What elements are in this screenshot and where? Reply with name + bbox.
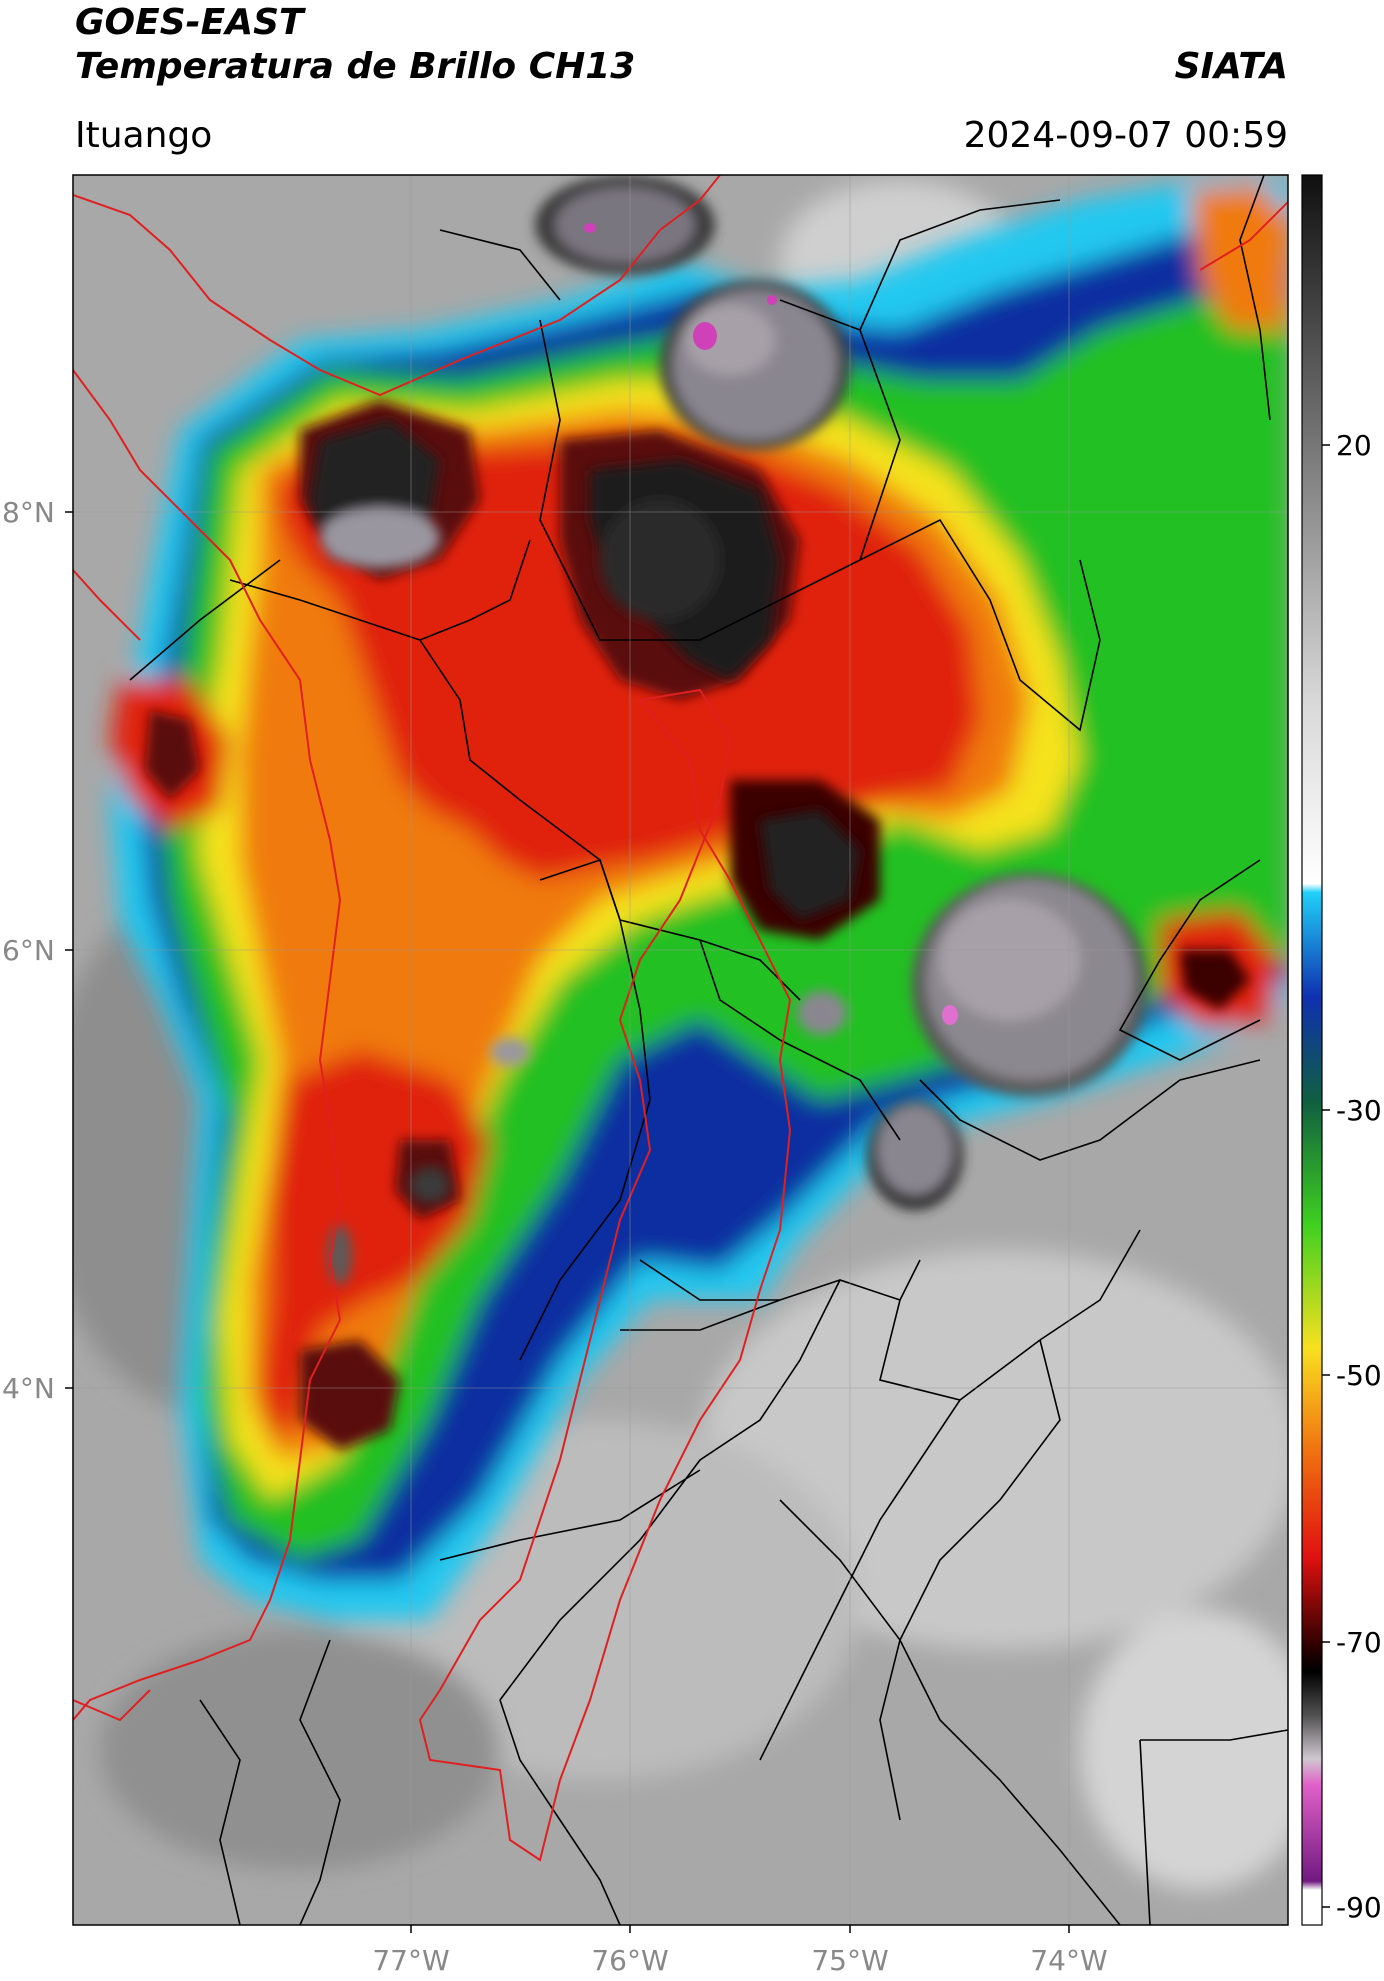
lat-label-4n: 4°N [2,1372,55,1405]
lon-label-76w: 76°W [591,1944,668,1977]
lon-label-77w: 77°W [372,1944,449,1977]
lat-label-8n: 8°N [2,496,55,529]
lat-label-6n: 6°N [2,934,55,967]
lon-label-74w: 74°W [1030,1944,1107,1977]
cloud-imagery [73,175,1288,1925]
region-label: Ituango [75,115,213,156]
map-frame [72,174,1289,1926]
colorbar-tick-minus70: -70 [1336,1626,1382,1659]
colorbar-tick-minus50: -50 [1336,1359,1382,1392]
colorbar-tick-minus90: -90 [1336,1891,1382,1924]
colorbar-tick-20: 20 [1336,429,1372,462]
lon-label-75w: 75°W [811,1944,888,1977]
satellite-title: GOES-EAST [75,2,304,43]
timestamp-label: 2024-09-07 00:59 [963,115,1288,156]
colorbar-gradient [1301,174,1323,1926]
colorbar-tick-minus30: -30 [1336,1094,1382,1127]
product-title: Temperatura de Brillo CH13 [75,46,636,87]
colorbar: 20 -30 -50 -70 -90 [1301,174,1382,1926]
organization-label: SIATA [1174,46,1288,87]
